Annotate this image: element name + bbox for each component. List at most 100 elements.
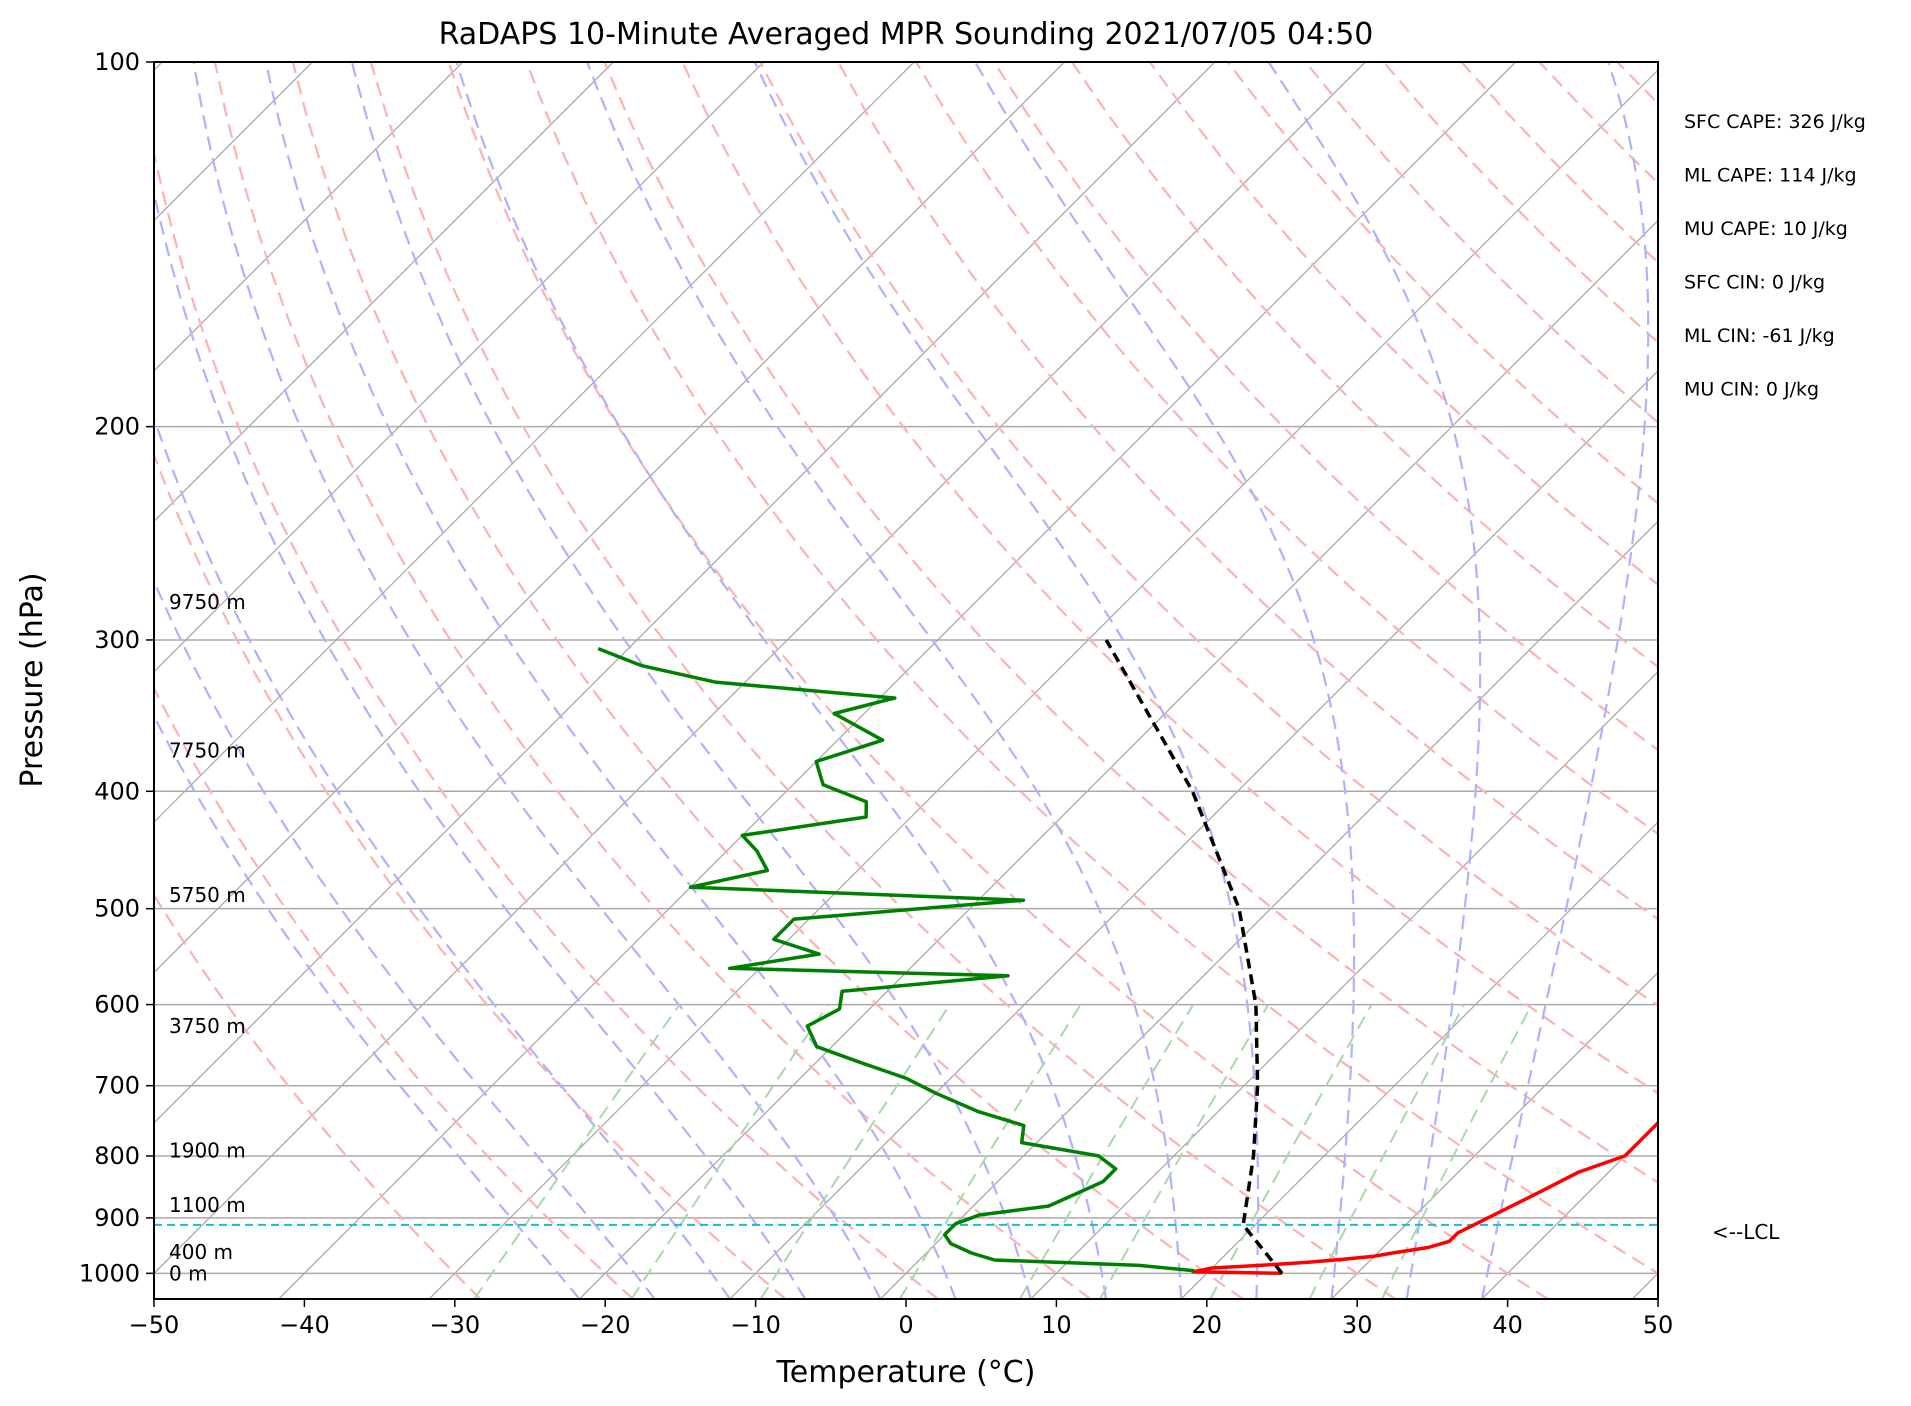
moist-adiabat-line <box>264 62 957 1299</box>
mixing-ratio-line <box>1209 1004 1373 1299</box>
y-tick-label: 800 <box>94 1142 140 1170</box>
dry-adiabat-line <box>291 62 1244 1299</box>
mixing-ratio-line <box>1099 1004 1270 1299</box>
height-labels: 9750 m 7750 m 5750 m 3750 m 1900 m 1100 m 400 … <box>169 590 246 1286</box>
height-label: 1100 m <box>169 1193 246 1217</box>
x-tick-label: −20 <box>580 1311 631 1339</box>
height-label: 7750 m <box>169 738 246 762</box>
moist-adiabat-line <box>154 578 656 1299</box>
mixing-ratio-line <box>1381 1004 1533 1299</box>
isotherm-line <box>729 370 1658 1299</box>
mixing-ratio-line <box>473 1004 681 1299</box>
y-tick-label: 1000 <box>79 1259 140 1287</box>
x-tick-label: 40 <box>1492 1311 1523 1339</box>
y-axis-ticks: 100 200 300 400 500 600 700 800 900 1000 <box>79 48 154 1287</box>
height-label: 1900 m <box>169 1139 246 1163</box>
dry-adiabat-line <box>759 62 1658 1007</box>
isotherm-line <box>154 62 915 824</box>
isotherm-line <box>278 62 1517 1299</box>
height-label: 0 m <box>169 1261 208 1285</box>
moist-adiabat-line <box>154 187 807 1299</box>
dry-adiabat-line <box>1695 62 1911 1299</box>
stat-label: MU CAPE: 10 J/kg <box>1684 218 1848 240</box>
stat-label: SFC CAPE: 326 J/kg <box>1684 111 1866 133</box>
dry-adiabat-line <box>1538 62 1658 185</box>
isotherm-line <box>1331 971 1658 1299</box>
dry-adiabat-line <box>369 62 1397 1299</box>
stat-label: ML CAPE: 114 J/kg <box>1684 165 1857 187</box>
y-tick-label: 300 <box>94 626 140 654</box>
isotherm-line <box>154 62 614 523</box>
mixing-ratio-line <box>759 1004 951 1299</box>
sounding-profiles <box>597 639 1658 1276</box>
dewpoint-profile-line <box>597 646 1195 1273</box>
stat-label: SFC CIN: 0 J/kg <box>1684 272 1825 294</box>
chart-title: RaDAPS 10-Minute Averaged MPR Sounding 2… <box>439 17 1374 52</box>
isotherm-line <box>1180 821 1658 1299</box>
dry-adiabat-line <box>154 452 787 1299</box>
x-tick-label: −10 <box>730 1311 781 1339</box>
moist-adiabat-line <box>974 62 1356 1299</box>
dry-adiabat-line <box>1148 62 1658 587</box>
dry-adiabat-line <box>681 62 1658 1095</box>
isotherm-line <box>154 62 1216 1124</box>
x-tick-label: 20 <box>1192 1311 1223 1339</box>
mixing-ratio-line <box>1308 1004 1465 1299</box>
moist-adiabat-line <box>154 714 581 1299</box>
stat-label: MU CIN: 0 J/kg <box>1684 379 1819 401</box>
x-axis-label: Temperature (°C) <box>776 1355 1036 1390</box>
dry-adiabat-line <box>993 62 1658 752</box>
dry-adiabat-line <box>154 893 482 1299</box>
isotherm-line <box>1030 670 1658 1299</box>
mixing-ratio-line <box>630 1004 829 1299</box>
isotherm-line <box>154 62 464 372</box>
y-tick-label: 900 <box>94 1204 140 1232</box>
x-tick-label: −50 <box>129 1311 180 1339</box>
dry-adiabat-line <box>1304 62 1658 424</box>
height-label: 5750 m <box>169 883 246 907</box>
dry-adiabat-line <box>603 62 1658 1184</box>
parcel-path-line <box>1104 639 1284 1275</box>
isotherm-line <box>1481 1122 1658 1299</box>
stat-label: ML CIN: -61 J/kg <box>1684 325 1835 347</box>
dry-adiabat-line <box>1460 62 1658 264</box>
height-label: 3750 m <box>169 1014 246 1038</box>
moist-adiabat-line <box>154 415 731 1299</box>
moist-adiabat-line <box>1267 62 1482 1299</box>
y-tick-label: 700 <box>94 1072 140 1100</box>
isotherm-line <box>154 62 1065 974</box>
isotherm-line <box>154 62 1366 1275</box>
isotherm-line <box>579 219 1658 1299</box>
x-tick-label: 10 <box>1041 1311 1072 1339</box>
lcl-label: <--LCL <box>1712 1220 1780 1244</box>
height-label: 9750 m <box>169 590 246 614</box>
moist-adiabat-line <box>586 62 1183 1299</box>
x-tick-label: 0 <box>898 1311 913 1339</box>
dry-adiabat-line <box>837 62 1658 921</box>
temperature-profile-line <box>1191 1120 1658 1276</box>
y-tick-label: 600 <box>94 991 140 1019</box>
dry-adiabat-line <box>213 62 1092 1299</box>
y-tick-label: 400 <box>94 777 140 805</box>
isotherm-line <box>1631 1272 1658 1299</box>
dry-adiabat-line <box>154 147 939 1299</box>
x-axis-ticks: −50 −40 −30 −20 −10 0 10 20 30 40 50 <box>129 1299 1674 1339</box>
dry-adiabat-line <box>1382 62 1658 344</box>
x-tick-label: 30 <box>1342 1311 1373 1339</box>
height-label: 400 m <box>169 1240 233 1264</box>
mixing-ratio-line <box>1018 1004 1195 1299</box>
plot-frame <box>153 61 1659 1300</box>
stats-panel: SFC CAPE: 326 J/kg ML CAPE: 114 J/kg MU CA… <box>1684 111 1866 401</box>
moist-adiabat-line <box>1480 62 1650 1299</box>
isotherm-line <box>428 69 1658 1299</box>
moist-adiabat-line <box>192 62 882 1299</box>
mixing-ratio-line <box>898 1004 1082 1299</box>
moist-adiabat-line <box>455 62 1107 1299</box>
y-tick-label: 100 <box>94 48 140 76</box>
isotherm-line <box>0 62 12 1299</box>
x-tick-label: 50 <box>1643 1311 1674 1339</box>
x-tick-label: −30 <box>429 1311 480 1339</box>
isotherm-line <box>154 62 765 673</box>
dry-adiabat-line <box>525 62 1658 1275</box>
